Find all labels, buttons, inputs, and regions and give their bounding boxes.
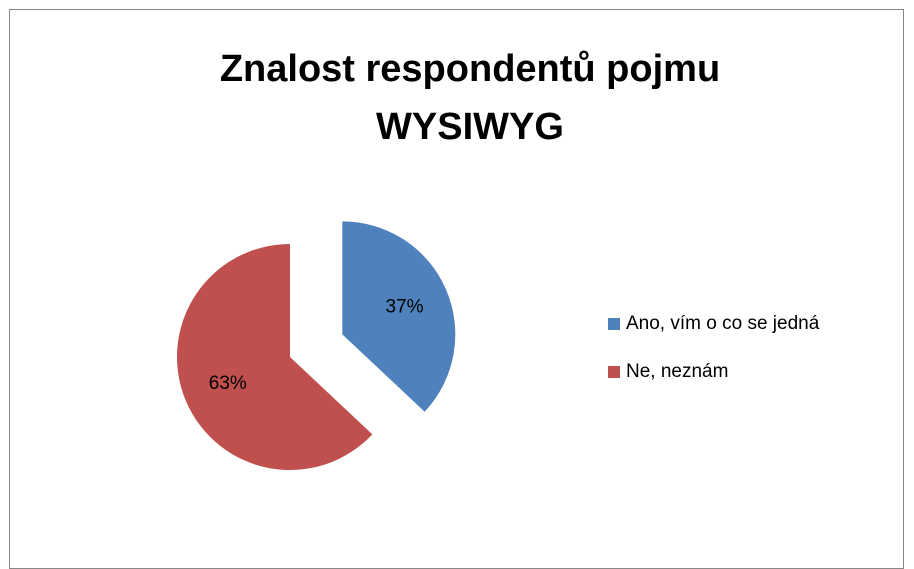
legend-swatch [608,318,620,330]
pie-slice [177,244,373,470]
legend-label: Ne, neznám [626,361,728,382]
pie-slice [342,221,456,412]
data-label: 37% [386,296,424,317]
legend-swatch [608,366,620,378]
chart-title: Znalost respondentů pojmu WYSIWYG [219,48,721,148]
chart: 37% Ano, vím o co se jedná 63% Ne, neznám [177,221,820,470]
legend-label: Ano, vím o co se jedná [626,313,820,334]
data-label: 63% [209,373,247,394]
